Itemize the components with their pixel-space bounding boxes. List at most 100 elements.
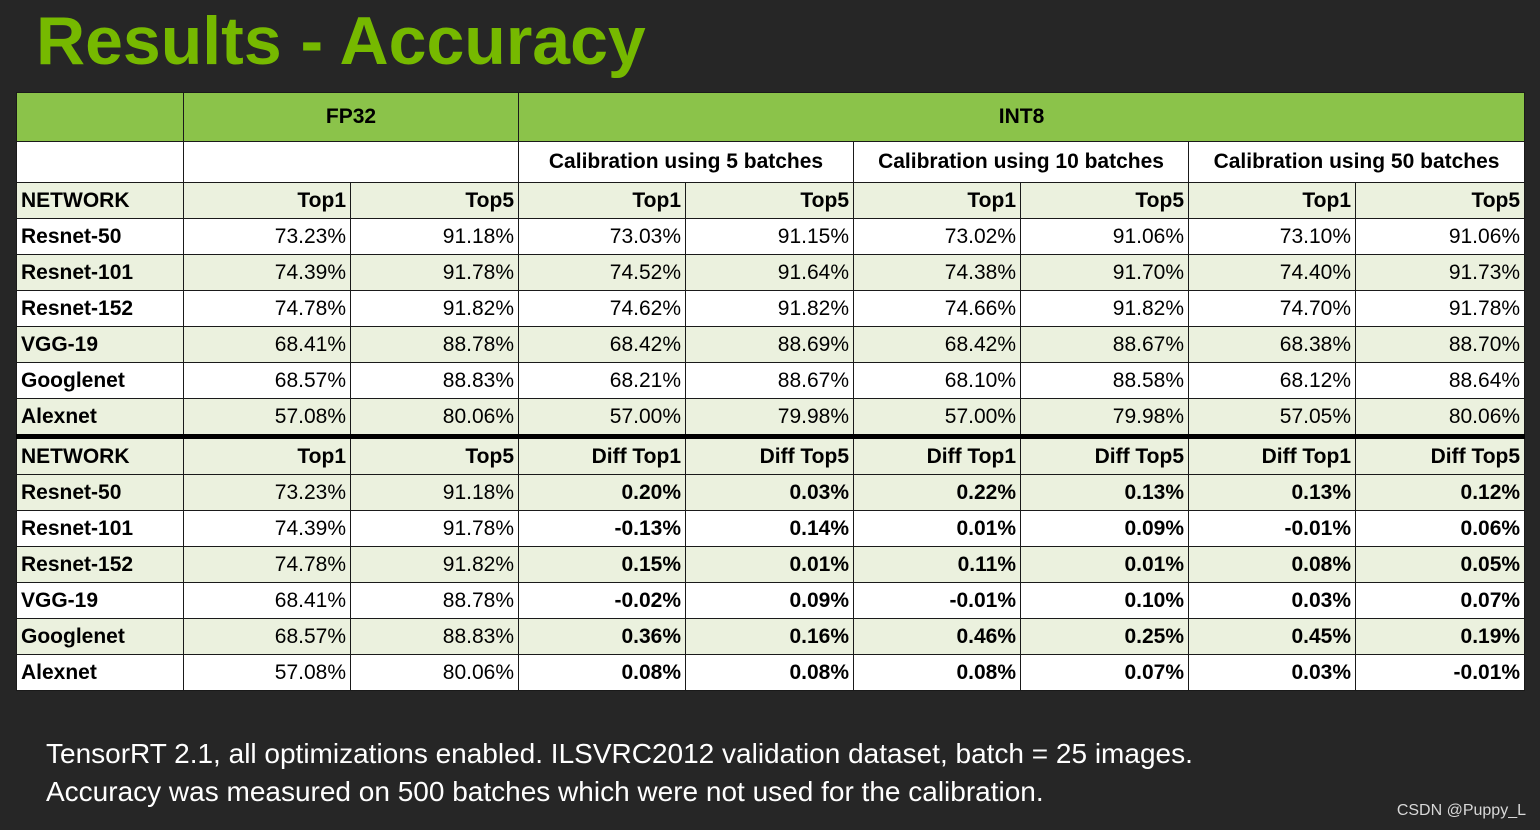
column-header: Top1 [853,182,1022,219]
accuracy-cell: 88.70% [1355,326,1526,363]
table-row: Resnet-101 74.39% 91.78% 74.52% 91.64% 74.38%… [16,254,1526,291]
accuracy-cell: 88.83% [349,618,520,655]
accuracy-cell: 91.78% [349,510,520,547]
column-header: Diff Top1 [518,434,687,475]
column-header: Top1 [518,182,687,219]
network-name: VGG-19 [16,326,184,363]
accuracy-cell: 91.18% [349,218,520,255]
accuracy-cell: 68.41% [183,326,351,363]
accuracy-cell: 68.42% [518,326,687,363]
table-row: Resnet-152 74.78% 91.82% 0.15% 0.01% 0.11% 0.0… [16,546,1526,583]
accuracy-cell: 73.02% [853,218,1022,255]
table-row: Googlenet 68.57% 88.83% 68.21% 88.67% 68.10% 8… [16,362,1526,399]
accuracy-cell: 74.39% [183,254,351,291]
accuracy-cell: 74.78% [183,290,351,327]
accuracy-cell: 68.38% [1188,326,1357,363]
diff-cell: 0.22% [853,474,1022,511]
accuracy-cell: 68.10% [853,362,1022,399]
diff-header-row: NETWORK Top1 Top5 Diff Top1 Diff Top5 Diff To… [16,434,1526,475]
diff-cell: -0.02% [518,582,687,619]
table-row: Alexnet 57.08% 80.06% 57.00% 79.98% 57.00% 79.… [16,398,1526,437]
accuracy-cell: 91.70% [1020,254,1190,291]
network-name: Resnet-152 [16,546,184,583]
accuracy-cell: 74.66% [853,290,1022,327]
accuracy-cell: 88.67% [685,362,855,399]
diff-cell: 0.03% [685,474,855,511]
diff-cell: 0.13% [1020,474,1190,511]
accuracy-cell: 80.06% [349,398,520,437]
network-name: Googlenet [16,362,184,399]
network-name: Googlenet [16,618,184,655]
accuracy-cell: 57.08% [183,398,351,437]
diff-cell: 0.07% [1020,654,1190,691]
accuracy-cell: 68.41% [183,582,351,619]
diff-cell: 0.05% [1355,546,1526,583]
diff-cell: 0.10% [1020,582,1190,619]
accuracy-table: FP32 INT8 Calibration using 5 batches Ca… [16,92,1526,691]
diff-cell: 0.01% [1020,546,1190,583]
footnote-line: Accuracy was measured on 500 batches whi… [46,776,1044,807]
table-body: FP32 INT8 Calibration using 5 batches Ca… [16,92,1526,691]
diff-cell: 0.45% [1188,618,1357,655]
diff-cell: 0.12% [1355,474,1526,511]
accuracy-cell: 68.57% [183,362,351,399]
accuracy-cell: 88.78% [349,582,520,619]
accuracy-cell: 79.98% [1020,398,1190,437]
accuracy-cell: 74.40% [1188,254,1357,291]
diff-cell: 0.08% [853,654,1022,691]
calibration-50-header: Calibration using 50 batches [1188,141,1526,183]
slide-title: Results - Accuracy [36,3,646,79]
accuracy-cell: 74.78% [183,546,351,583]
accuracy-cell: 91.82% [685,290,855,327]
diff-cell: 0.03% [1188,582,1357,619]
network-name: Alexnet [16,654,184,691]
accuracy-cell: 80.06% [349,654,520,691]
footnote: TensorRT 2.1, all optimizations enabled.… [46,735,1193,811]
diff-cell: -0.13% [518,510,687,547]
column-header: Diff Top1 [1188,434,1357,475]
calibration-header-row: Calibration using 5 batches Calibration … [16,141,1526,183]
diff-cell: 0.01% [853,510,1022,547]
column-header: Diff Top5 [685,434,855,475]
accuracy-cell: 91.73% [1355,254,1526,291]
diff-cell: 0.36% [518,618,687,655]
column-header: Diff Top5 [1355,434,1526,475]
diff-cell: 0.09% [685,582,855,619]
accuracy-cell: 73.10% [1188,218,1357,255]
diff-cell: 0.08% [1188,546,1357,583]
accuracy-cell: 57.00% [518,398,687,437]
diff-cell: 0.07% [1355,582,1526,619]
diff-cell: 0.09% [1020,510,1190,547]
accuracy-cell: 88.78% [349,326,520,363]
table-row: Googlenet 68.57% 88.83% 0.36% 0.16% 0.46% 0.25… [16,618,1526,655]
diff-cell: 0.08% [518,654,687,691]
accuracy-cell: 68.12% [1188,362,1357,399]
column-header: Top1 [183,434,351,475]
accuracy-cell: 91.06% [1020,218,1190,255]
accuracy-cell: 74.39% [183,510,351,547]
diff-cell: 0.16% [685,618,855,655]
table-row: Alexnet 57.08% 80.06% 0.08% 0.08% 0.08% 0.07% 0… [16,654,1526,691]
accuracy-cell: 73.23% [183,218,351,255]
column-header: Top5 [685,182,855,219]
diff-cell: 0.03% [1188,654,1357,691]
blank-fp32-cell [182,141,520,183]
accuracy-cell: 74.62% [518,290,687,327]
diff-cell: -0.01% [1355,654,1526,691]
column-header: Top5 [349,182,520,219]
diff-cell: 0.19% [1355,618,1526,655]
accuracy-cell: 80.06% [1355,398,1526,437]
accuracy-cell: 91.82% [1020,290,1190,327]
accuracy-cell: 91.78% [1355,290,1526,327]
footnote-line: TensorRT 2.1, all optimizations enabled.… [46,738,1193,769]
accuracy-cell: 57.00% [853,398,1022,437]
network-name: VGG-19 [16,582,184,619]
table-row: Resnet-101 74.39% 91.78% -0.13% 0.14% 0.01% 0.… [16,510,1526,547]
accuracy-cell: 88.83% [349,362,520,399]
diff-cell: 0.11% [853,546,1022,583]
table-row: Resnet-50 73.23% 91.18% 73.03% 91.15% 73.02% 9… [16,218,1526,255]
table-row: VGG-19 68.41% 88.78% 68.42% 88.69% 68.42% 88.6… [16,326,1526,363]
diff-cell: 0.20% [518,474,687,511]
diff-cell: 0.13% [1188,474,1357,511]
fp32-header: FP32 [182,92,520,142]
